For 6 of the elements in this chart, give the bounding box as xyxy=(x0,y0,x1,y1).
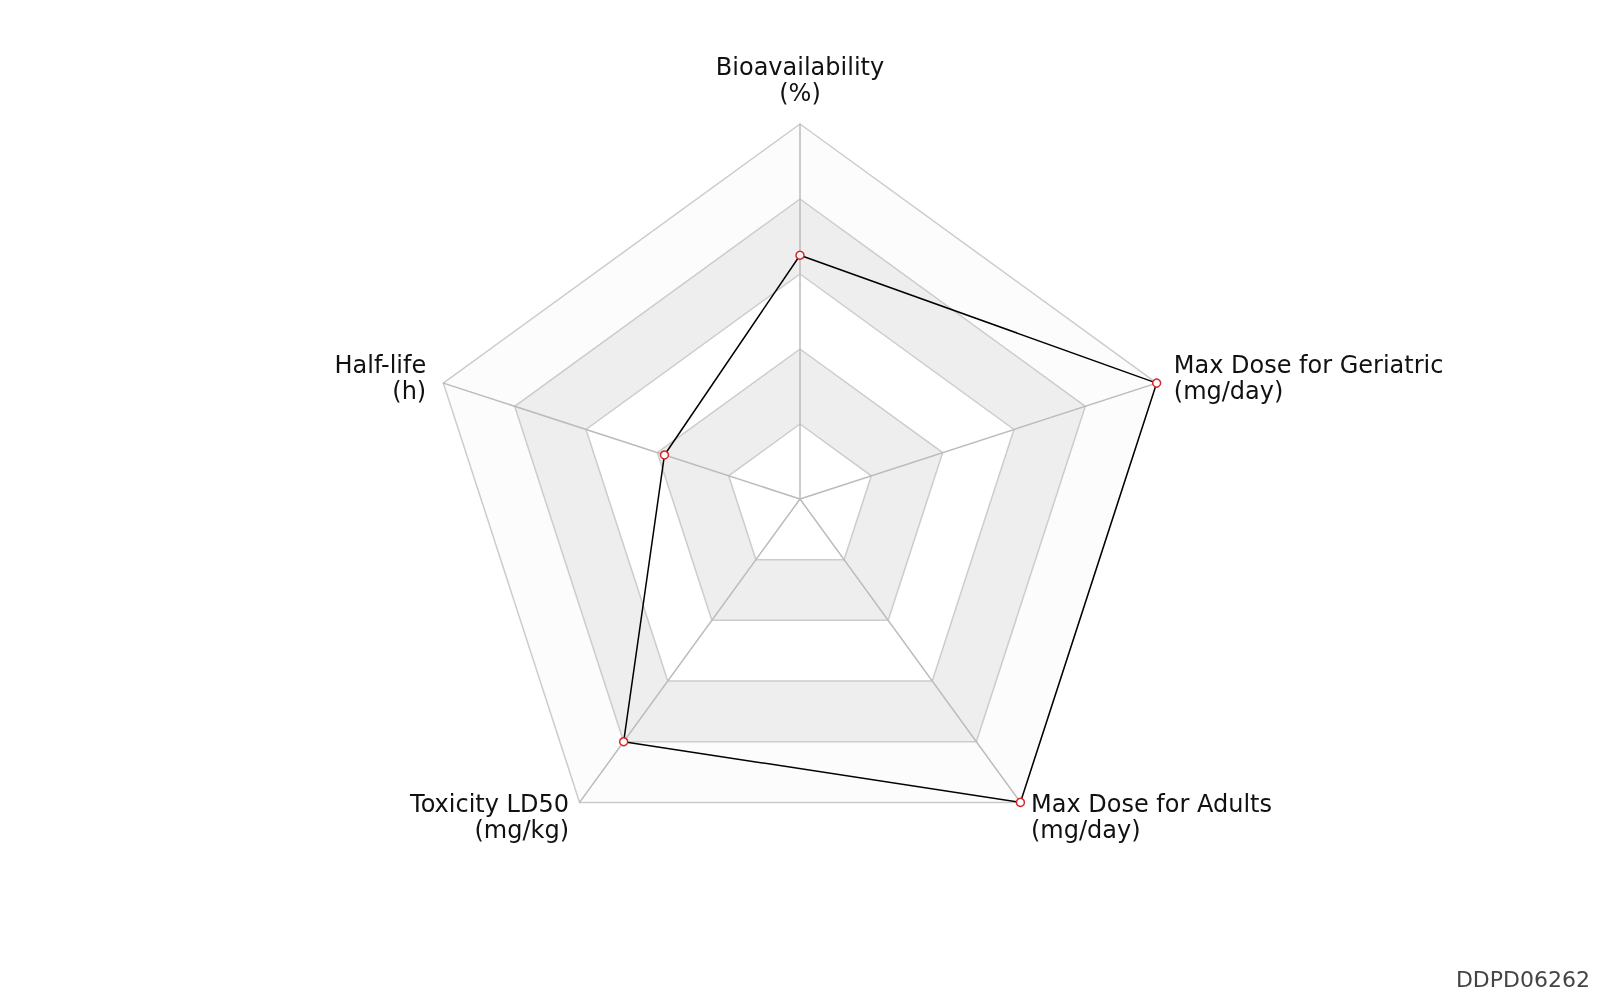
spoke-label: Bioavailability (%) xyxy=(715,53,885,107)
spoke-label: Max Dose for Geriatric (mg/day) xyxy=(1173,350,1444,405)
text: DDPD06262 xyxy=(1455,966,1590,992)
spoke-label: Half-life (h) xyxy=(334,350,427,405)
spoke-label: Max Dose for Adults (mg/day) xyxy=(1031,789,1272,844)
spoke-label: Toxicity LD50 (mg/kg) xyxy=(409,789,569,844)
